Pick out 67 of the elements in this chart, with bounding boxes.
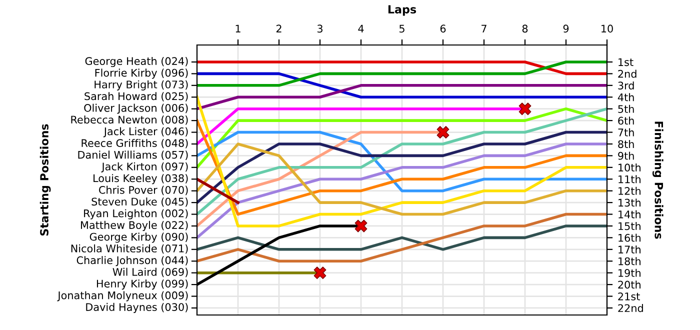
x-tick-label: 10 (602, 24, 613, 33)
y-tick-label: 19th (618, 268, 640, 277)
x-tick-label: 3 (317, 24, 322, 33)
text: Reece Griffiths (048) (82, 138, 188, 148)
text: Starting Positions (40, 124, 51, 236)
y-tick-label: 8th (618, 140, 634, 148)
line-series (197, 130, 607, 204)
line-series (197, 96, 607, 228)
y-tick-label: 7th (618, 128, 634, 136)
y-tick-label: 13th (618, 198, 640, 207)
text: Chris Pover (070) (99, 186, 188, 196)
point (314, 266, 326, 280)
text: Henry Kirby (099) (96, 280, 188, 290)
x-tick-label: 1 (236, 24, 240, 32)
text: Daniel Williams (057) (78, 150, 188, 160)
y-tick-label: 14th (618, 210, 640, 218)
line-series (197, 142, 607, 216)
y-tick-label: 17th (618, 245, 640, 254)
x-tick-label: 8 (522, 24, 528, 33)
y-tick-label: 9th (618, 152, 634, 160)
text: Oliver Jackson (006) (84, 104, 188, 114)
y-tick-label: 10th (618, 163, 640, 172)
y-tick-label: 6th (618, 116, 634, 125)
text: George Heath (024) (85, 56, 188, 68)
text: George Kirby (090) (90, 232, 188, 243)
y-tick-label: 15th (618, 222, 640, 230)
text: Sarah Howard (025) (84, 92, 188, 102)
y-tick-label: 18th (618, 257, 640, 266)
text: Florrie Kirby (096) (95, 68, 188, 79)
text: Jonathan Molyneux (009) (57, 291, 188, 302)
y-tick-label: 12th (618, 186, 640, 195)
text: Ryan Leighton (002) (84, 209, 188, 220)
text: Jack Kirton (097) (101, 162, 188, 172)
text: Charlie Johnson (044) (76, 256, 188, 266)
text: Nicola Whiteside (071) (71, 244, 188, 254)
text: David Haynes (030) (86, 302, 188, 314)
text: Louis Keeley (038) (94, 174, 188, 184)
text: Wil Laird (069) (112, 268, 188, 278)
text: Rebecca Newton (008) (71, 116, 188, 125)
x-axis-title: Laps (388, 5, 416, 16)
x-tick-label: 6 (440, 24, 446, 33)
y-axis-title: Finishing Positions (652, 122, 664, 239)
text: Harry Bright (073) (94, 80, 188, 90)
y-tick-label: 3rd (618, 81, 634, 90)
line-series (197, 130, 607, 192)
x-tick-label: 5 (399, 24, 404, 33)
point (354, 220, 368, 232)
y-tick-label: 1st (618, 58, 634, 66)
x-tick-label: 7 (482, 24, 486, 32)
line-series (197, 212, 607, 263)
y-tick-label: 20th (618, 280, 640, 289)
point (518, 102, 532, 116)
y-tick-label: 11th (618, 175, 640, 184)
x-tick-label: 9 (563, 24, 569, 33)
y-tick-label: 21st (618, 292, 640, 300)
y-tick-label: 22nd (618, 304, 643, 312)
text: Matthew Boyle (022) (81, 220, 188, 232)
x-tick-label: 4 (358, 24, 364, 32)
y-tick-label: 4th (618, 93, 634, 102)
point (436, 126, 450, 138)
line-series (197, 142, 607, 240)
text: Steven Duke (045) (92, 198, 188, 207)
x-tick-label: 2 (276, 24, 282, 32)
y-tick-label: 16th (618, 234, 640, 242)
y-tick-label: 2nd (618, 70, 636, 78)
y-tick-label: 5th (618, 104, 634, 113)
text: Jack Lister (046) (103, 127, 188, 138)
